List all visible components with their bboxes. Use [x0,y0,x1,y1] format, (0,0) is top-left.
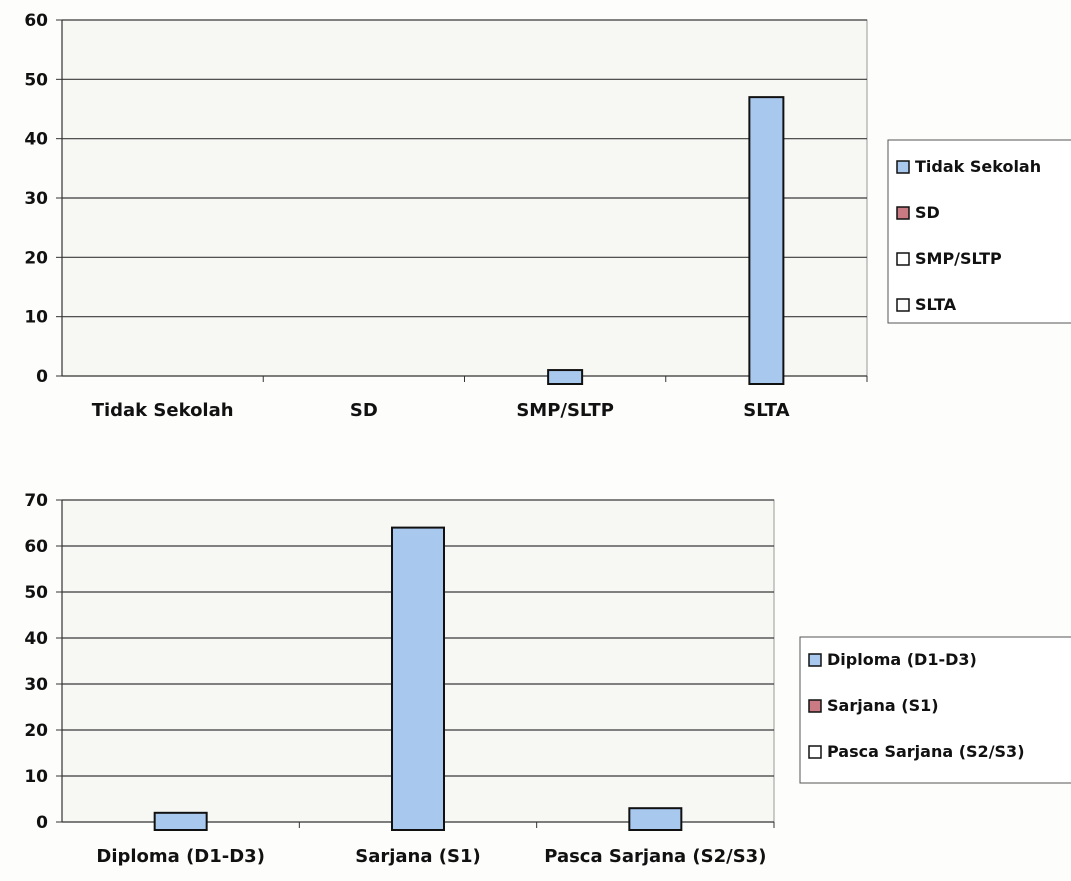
y-tick-label: 50 [24,70,48,90]
chart-1: 0 10 20 30 40 50 60 Tidak Sekolah SD SMP/SLTP SLTA… [24,11,1071,421]
bar [153,811,208,831]
y-tick-label: 30 [24,675,48,695]
x-tick-label: Sarjana (S1) [355,846,480,867]
y-tick-label: 10 [24,767,48,787]
y-tick-label: 20 [24,721,48,741]
legend-entry-label: SD [915,203,940,222]
legend-swatch [896,160,910,174]
bar [628,807,683,832]
y-tick-label: 0 [36,367,48,387]
y-tick-label: 40 [24,130,48,150]
legend-box [887,139,1071,324]
x-tick-label: SMP/SLTP [516,400,614,421]
y-tick-label: 60 [24,537,48,557]
y-tick-label: 0 [36,813,48,833]
bar [748,96,785,385]
x-tick-label: SD [350,400,378,421]
legend-entry-label: Tidak Sekolah [915,157,1041,176]
bar [391,526,445,831]
y-tick-label: 30 [24,189,48,209]
legend-entry-label: SLTA [915,295,957,314]
legend-swatch [896,206,910,220]
y-tick-label: 20 [24,248,48,268]
legend-entry-label: Pasca Sarjana (S2/S3) [827,742,1025,761]
legend-swatch [808,653,822,667]
legend-swatch [896,252,910,266]
legend-entry-label: Sarjana (S1) [827,696,939,715]
x-tick-label: Diploma (D1-D3) [96,846,265,867]
legend-swatch [808,745,822,759]
legend-swatch [808,699,822,713]
y-tick-label: 40 [24,629,48,649]
x-tick-label: SLTA [743,400,789,421]
legend: Tidak Sekolah SD SMP/SLTP SLTA [887,139,1071,324]
y-tick-label: 60 [24,11,48,31]
y-tick-label: 70 [24,491,48,511]
legend-entry-label: SMP/SLTP [915,249,1002,268]
y-tick-label: 10 [24,308,48,328]
legend: Diploma (D1-D3) Sarjana (S1) Pasca Sarjana… [799,636,1071,784]
y-tick-label: 50 [24,583,48,603]
legend-box [799,636,1071,784]
chart-2: 0 10 20 30 40 50 60 70 Diploma (D1-D3) Sarjana (S… [24,491,1071,867]
x-tick-label: Tidak Sekolah [92,400,234,421]
legend-swatch [896,298,910,312]
bar [547,369,584,386]
legend-entry-label: Diploma (D1-D3) [827,650,977,669]
x-tick-label: Pasca Sarjana (S2/S3) [544,846,766,867]
